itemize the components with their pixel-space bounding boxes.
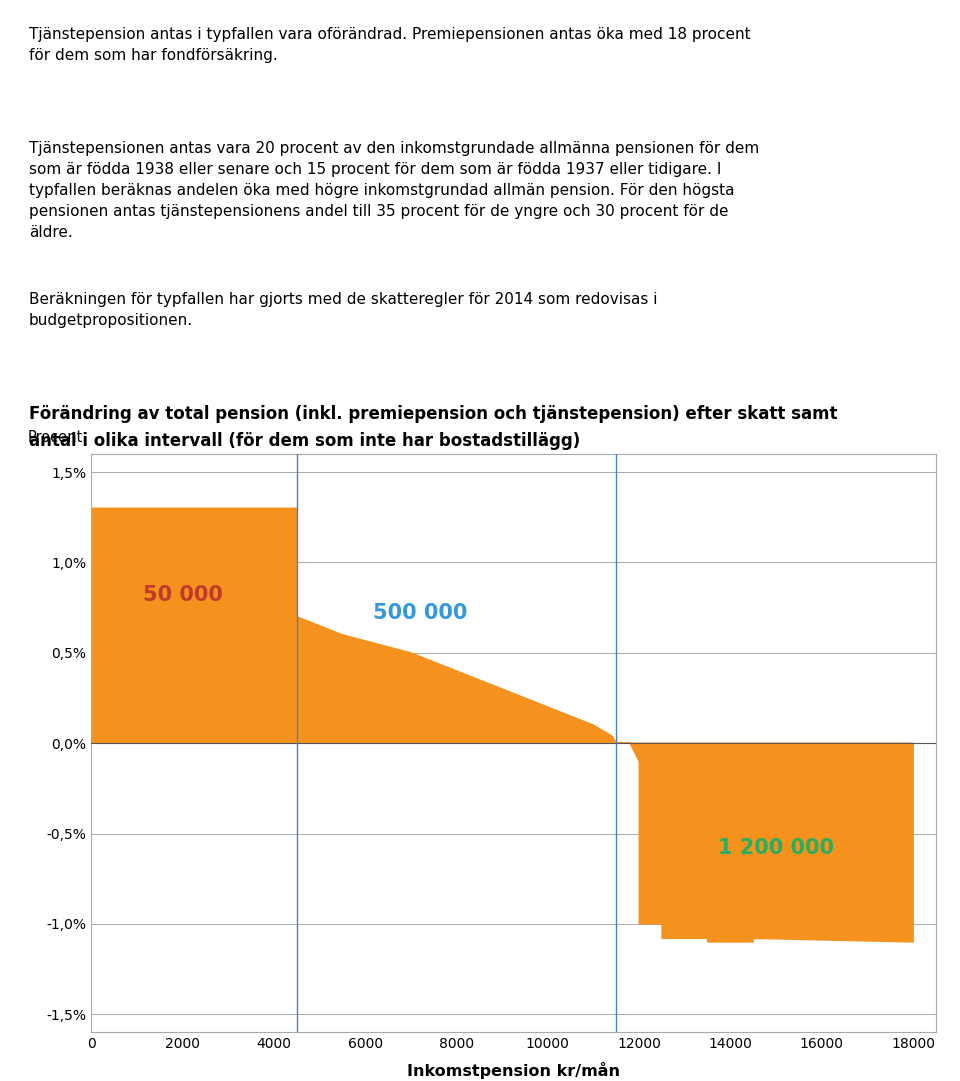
Text: Tjänstepensionen antas vara 20 procent av den inkomstgrundade allmänna pensionen: Tjänstepensionen antas vara 20 procent a…	[29, 141, 759, 240]
Text: Procent: Procent	[28, 430, 84, 445]
Text: Förändring av total pension (inkl. premiepension och tjänstepension) efter skatt: Förändring av total pension (inkl. premi…	[29, 405, 837, 424]
Polygon shape	[616, 744, 913, 942]
Text: antal i olika intervall (för dem som inte har bostadstillägg): antal i olika intervall (för dem som int…	[29, 432, 580, 451]
Text: 500 000: 500 000	[372, 603, 468, 623]
Text: 50 000: 50 000	[143, 585, 223, 605]
Text: 1 200 000: 1 200 000	[718, 838, 834, 858]
Polygon shape	[91, 508, 616, 744]
Text: Beräkningen för typfallen har gjorts med de skatteregler för 2014 som redovisas : Beräkningen för typfallen har gjorts med…	[29, 292, 658, 328]
Text: Tjänstepension antas i typfallen vara oförändrad. Premiepensionen antas öka med : Tjänstepension antas i typfallen vara of…	[29, 27, 751, 63]
X-axis label: Inkomstpension kr/mån: Inkomstpension kr/mån	[407, 1063, 620, 1079]
